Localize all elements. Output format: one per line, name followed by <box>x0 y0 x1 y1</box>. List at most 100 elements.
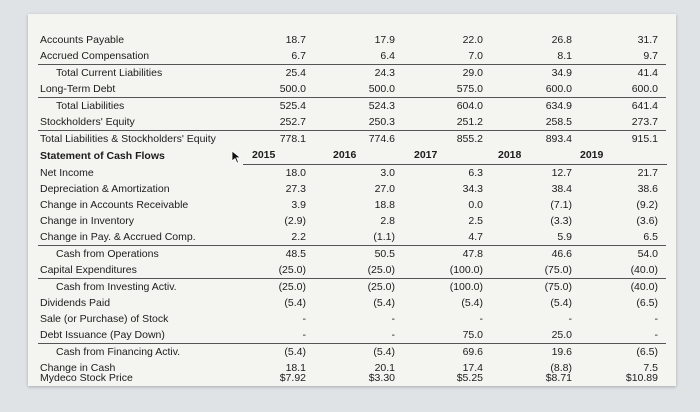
cell: 7.5 <box>643 362 658 374</box>
table-row: Mydeco Stock Price $7.92 $3.30 $5.25 $8.… <box>28 370 676 386</box>
row-label: Mydeco Stock Price <box>40 372 133 384</box>
cell: 6.7 <box>291 50 306 62</box>
cell: (100.0) <box>449 264 483 276</box>
cell: 75.0 <box>462 329 483 341</box>
cell: - <box>302 329 307 341</box>
cell: 54.0 <box>637 248 658 260</box>
row-label: Change in Accounts Receivable <box>40 199 189 211</box>
cell: 26.8 <box>551 34 572 46</box>
cell: 251.2 <box>456 116 483 128</box>
year-header: 2015 <box>252 149 276 161</box>
cell: 38.6 <box>637 183 658 195</box>
cell: 34.9 <box>551 67 572 79</box>
cell: (25.0) <box>367 281 395 293</box>
cell: 641.4 <box>631 100 658 112</box>
cell: (7.1) <box>550 199 572 211</box>
cell: 915.1 <box>631 133 658 145</box>
cell: 634.9 <box>545 100 572 112</box>
cell: (25.0) <box>278 281 306 293</box>
table-row: Capital Expenditures (25.0) (25.0) (100.… <box>28 262 676 278</box>
table-row: Total Liabilities & Stockholders' Equity… <box>28 131 676 147</box>
cell: 7.0 <box>468 50 483 62</box>
cell: 25.0 <box>551 329 572 341</box>
divider <box>38 343 666 344</box>
cell: 29.0 <box>462 67 483 79</box>
cell: 6.4 <box>380 50 395 62</box>
row-label: Depreciation & Amortization <box>40 183 170 195</box>
cell: $3.30 <box>368 372 395 384</box>
cell: 69.6 <box>462 346 483 358</box>
cell: 20.1 <box>374 362 395 374</box>
cell: $5.25 <box>456 372 483 384</box>
row-label: Accounts Payable <box>40 34 125 46</box>
cell: $7.92 <box>279 372 306 384</box>
cell: - <box>568 313 573 325</box>
cell: - <box>391 329 396 341</box>
cell: 604.0 <box>456 100 483 112</box>
row-label: Dividends Paid <box>40 297 111 309</box>
cell: 27.0 <box>374 183 395 195</box>
table-row: Cash from Investing Activ. (25.0) (25.0)… <box>28 279 676 295</box>
cell: (5.4) <box>284 297 306 309</box>
mouse-cursor-icon <box>231 150 242 164</box>
cell: (25.0) <box>367 264 395 276</box>
table-row: Sale (or Purchase) of Stock - - - - - <box>28 311 676 327</box>
cell: (5.4) <box>373 297 395 309</box>
cell: 27.3 <box>285 183 306 195</box>
year-header: 2018 <box>498 149 522 161</box>
table-row: Dividends Paid (5.4) (5.4) (5.4) (5.4) (… <box>28 295 676 311</box>
cell: 12.7 <box>551 167 572 179</box>
year-header: 2016 <box>333 149 357 161</box>
cell: (6.5) <box>636 346 658 358</box>
cell: 38.4 <box>551 183 572 195</box>
row-label: Capital Expenditures <box>40 264 137 276</box>
section-title: Statement of Cash Flows <box>40 150 165 162</box>
cell: 17.9 <box>374 34 395 46</box>
row-label: Total Current Liabilities <box>56 67 163 79</box>
year-header: 2017 <box>414 149 438 161</box>
table-row: Cash from Operations 48.5 50.5 47.8 46.6… <box>28 246 676 262</box>
cell: 41.4 <box>637 67 658 79</box>
cell: (75.0) <box>544 264 572 276</box>
cell: 9.7 <box>643 50 658 62</box>
cell: 48.5 <box>285 248 306 260</box>
cell: 2.2 <box>291 231 306 243</box>
divider <box>38 64 666 65</box>
divider <box>38 245 666 246</box>
cell: - <box>654 313 659 325</box>
cell: (5.4) <box>550 297 572 309</box>
row-label: Stockholders' Equity <box>40 116 135 128</box>
cell: 252.7 <box>279 116 306 128</box>
cell: - <box>479 313 484 325</box>
cell: 250.3 <box>368 116 395 128</box>
cell: 3.0 <box>380 167 395 179</box>
cell: 6.5 <box>643 231 658 243</box>
table-row: Total Liabilities 525.4 524.3 604.0 634.… <box>28 98 676 114</box>
table-row: Accounts Payable 18.7 17.9 22.0 26.8 31.… <box>28 32 676 48</box>
table-row: Debt Issuance (Pay Down) - - 75.0 25.0 - <box>28 327 676 343</box>
cell: 600.0 <box>545 83 572 95</box>
cell: 273.7 <box>631 116 658 128</box>
cell: $8.71 <box>545 372 572 384</box>
cell: (5.4) <box>284 346 306 358</box>
cell: 18.8 <box>374 199 395 211</box>
cell: (9.2) <box>636 199 658 211</box>
cell: (5.4) <box>373 346 395 358</box>
cell: 893.4 <box>545 133 572 145</box>
cell: 2.5 <box>468 215 483 227</box>
divider <box>38 130 666 131</box>
cell: 600.0 <box>631 83 658 95</box>
cell: (3.6) <box>636 215 658 227</box>
cell: 46.6 <box>551 248 572 260</box>
cell: 19.6 <box>551 346 572 358</box>
row-label: Accrued Compensation <box>40 50 150 62</box>
cell: 31.7 <box>637 34 658 46</box>
row-label: Total Liabilities <box>56 100 125 112</box>
row-label: Sale (or Purchase) of Stock <box>40 313 169 325</box>
table-row: Depreciation & Amortization 27.3 27.0 34… <box>28 181 676 197</box>
cell: 4.7 <box>468 231 483 243</box>
cell: 17.4 <box>462 362 483 374</box>
cell: (25.0) <box>278 264 306 276</box>
year-header: 2019 <box>580 149 604 161</box>
row-label: Cash from Financing Activ. <box>56 346 181 358</box>
